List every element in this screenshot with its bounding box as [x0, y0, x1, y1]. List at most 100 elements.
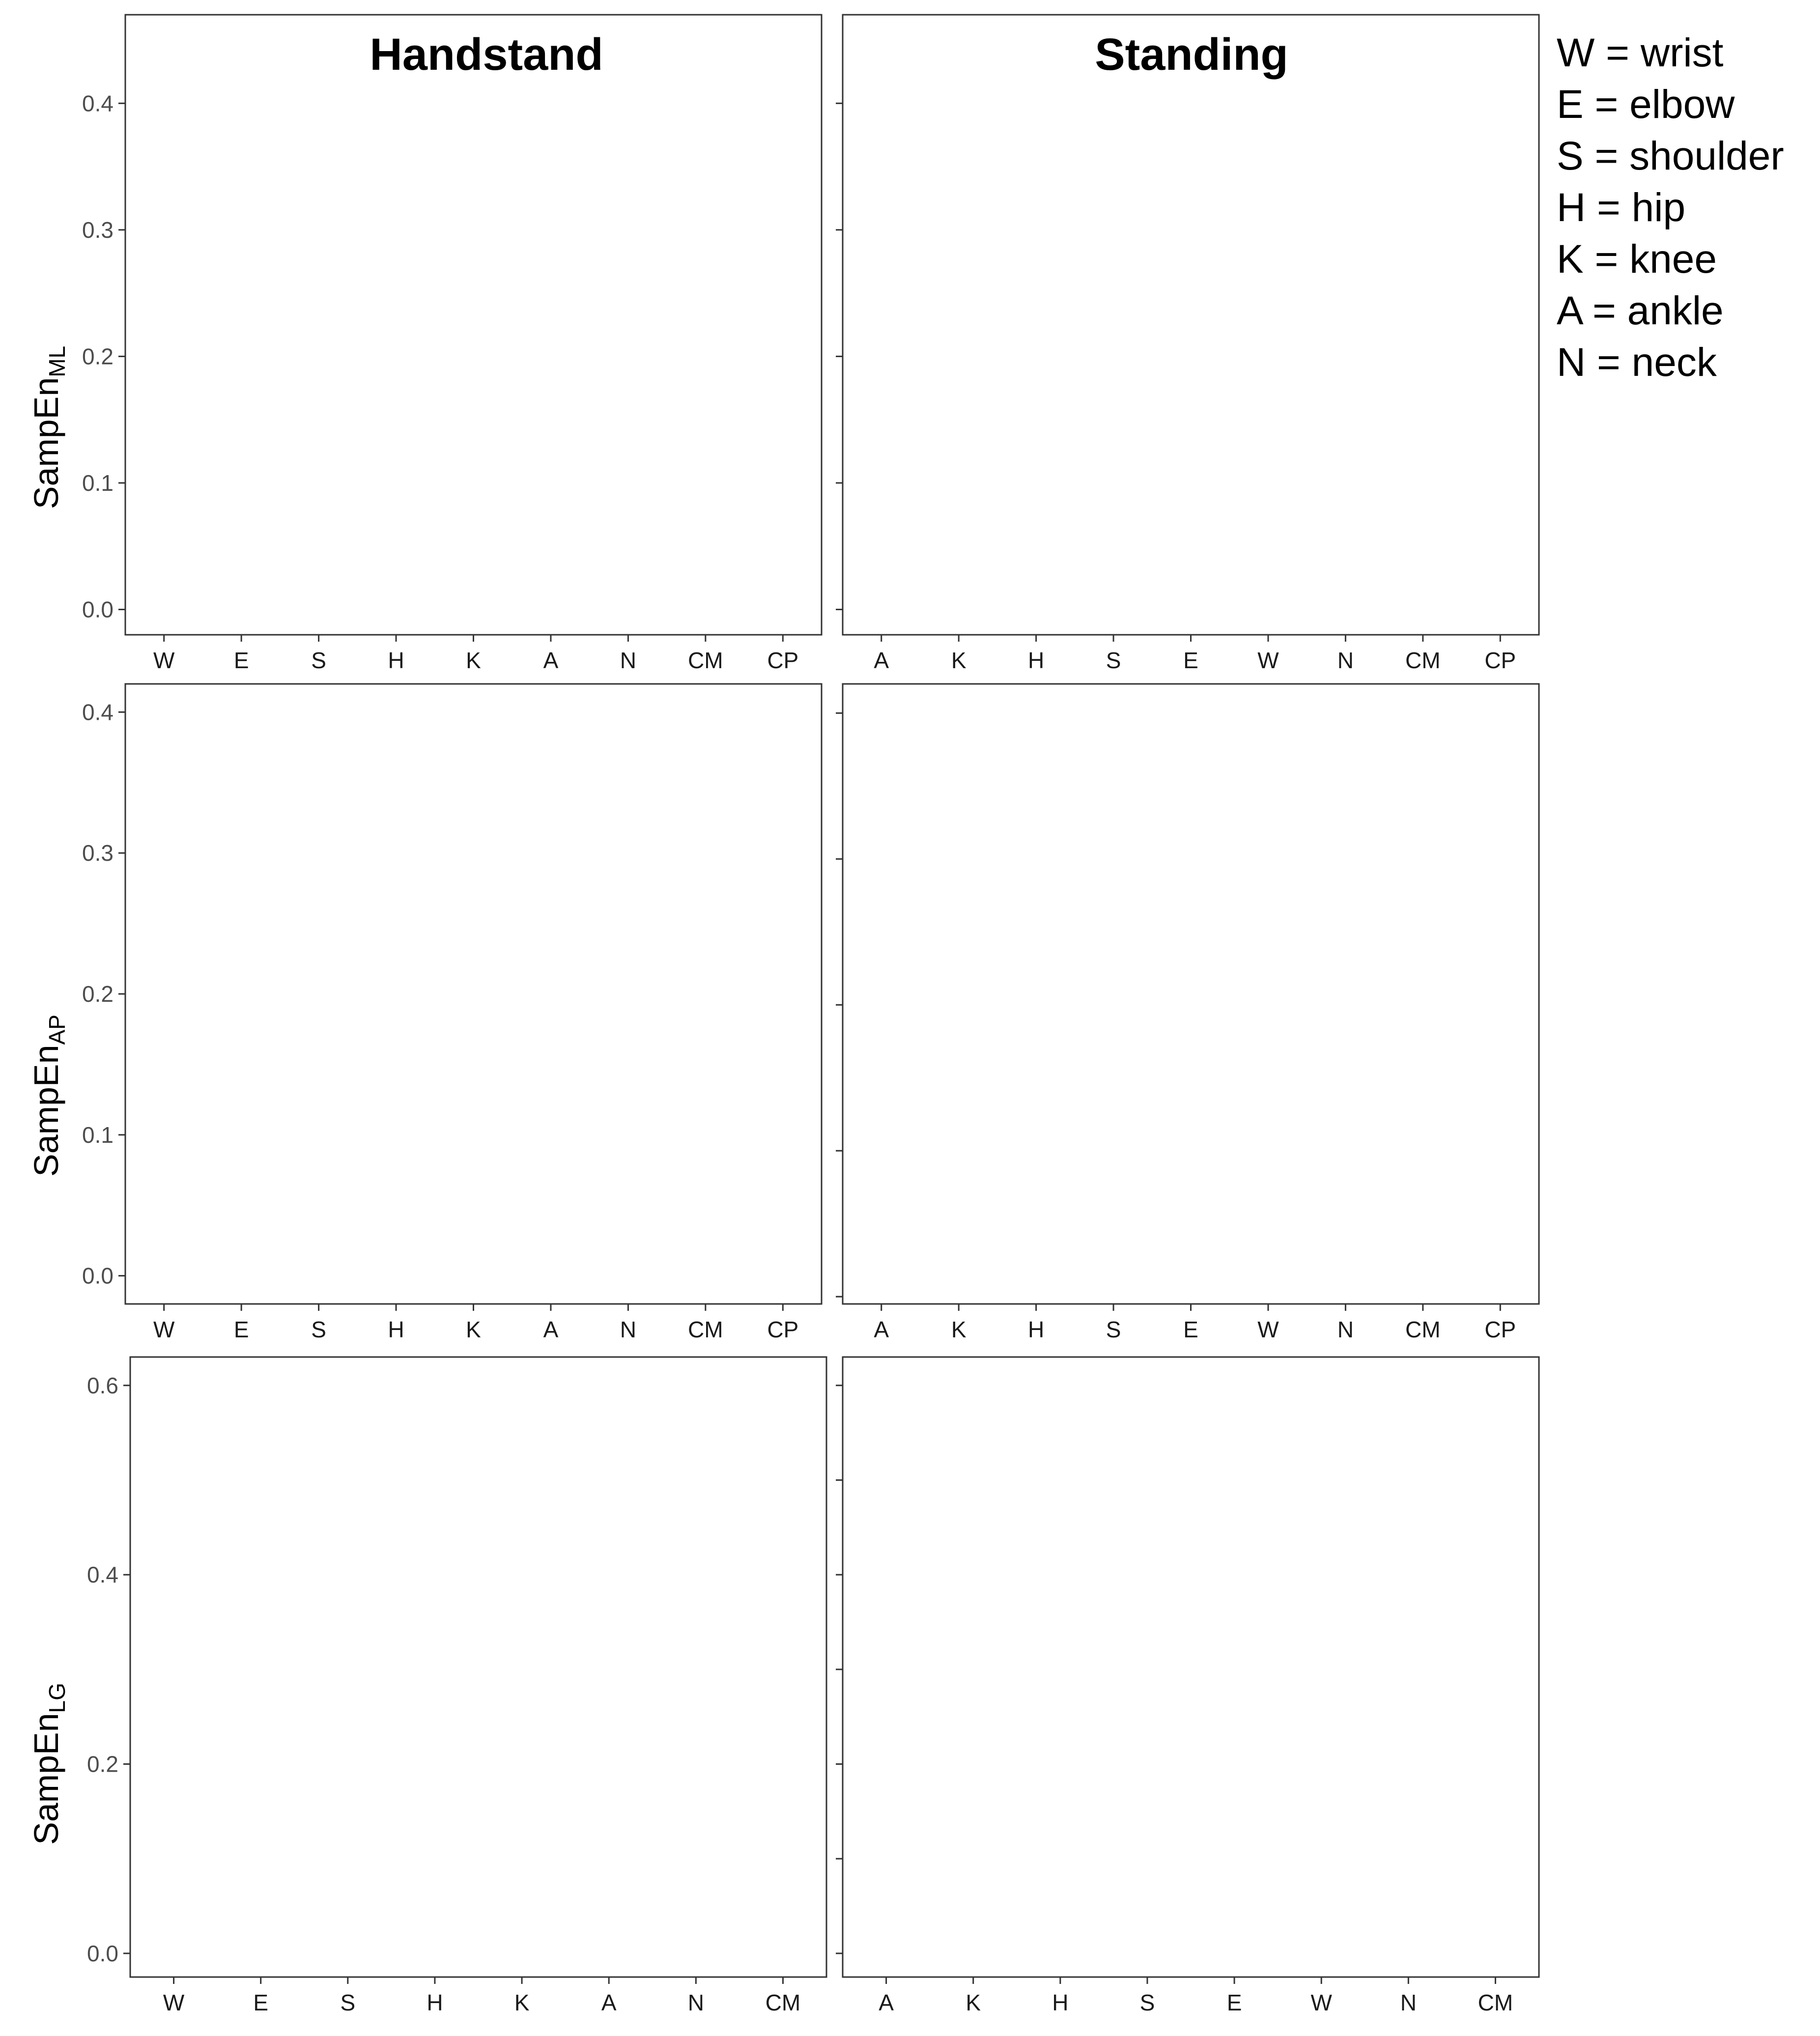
x-tick-label: N: [620, 648, 636, 673]
x-tick-label: A: [874, 1317, 889, 1342]
x-tick-label: A: [543, 1317, 559, 1342]
y-tick-label: 0.4: [82, 90, 114, 116]
panel-6: A K H S E W N CM: [836, 1356, 1540, 2015]
x-tick-label: A: [879, 1990, 894, 2015]
x-tick-label: K: [951, 1317, 967, 1342]
ylabel-lg-main: SampEn: [27, 1713, 65, 1844]
y-tick-label: 0.1: [82, 1122, 114, 1148]
legend-entry-shoulder: S = shoulder: [1557, 134, 1784, 178]
x-tick-label: H: [1028, 1317, 1044, 1342]
ylabel-lg: SampEnLG: [27, 1683, 70, 1845]
row-label-ml: SampEnML: [27, 346, 70, 509]
x-tick-label: N: [1400, 1990, 1417, 2015]
panel-border: [842, 14, 1540, 636]
x-tick-label: A: [874, 648, 889, 673]
x-tick-label: N: [620, 1317, 636, 1342]
legend-entry-wrist: W = wrist: [1557, 30, 1724, 75]
x-tick-label: K: [514, 1990, 530, 2015]
ylabel-ml: SampEnML: [27, 346, 70, 509]
x-tick-label: K: [966, 1990, 981, 2015]
panel-border: [124, 14, 823, 636]
legend-entry-neck: N = neck: [1557, 340, 1717, 385]
x-tick-label: CM: [688, 648, 723, 673]
panels: 0.00.10.20.30.4W E S H K A N CM CP A K H S E W N CM CP0.0…: [82, 14, 1540, 2015]
ylabel-ap-sub: AP: [44, 1015, 70, 1045]
x-tick-label: H: [1052, 1990, 1068, 2015]
x-tick-label: S: [311, 648, 326, 673]
y-tick-label: 0.1: [82, 470, 114, 496]
panel-3: 0.0 0.1 0.2 0.3 0.4 W E S H K A N CM CP: [82, 683, 823, 1342]
x-tick-label: S: [1140, 1990, 1155, 2015]
ylabel-ml-sub: ML: [44, 346, 70, 377]
x-tick-label: CP: [767, 1317, 798, 1342]
x-tick-label: W: [1310, 1990, 1332, 2015]
panel-4: A K H S E W N CM CP: [836, 683, 1540, 1342]
x-tick-label: E: [234, 1317, 249, 1342]
ylabel-ml-main: SampEn: [27, 377, 65, 509]
x-tick-label: S: [340, 1990, 355, 2015]
y-tick-label: 0.3: [82, 217, 114, 243]
ylabel-ap-main: SampEn: [27, 1045, 65, 1176]
x-tick-label: E: [1183, 648, 1198, 673]
x-tick-label: W: [1257, 648, 1279, 673]
x-tick-label: CM: [766, 1990, 801, 2015]
x-tick-label: CM: [1478, 1990, 1513, 2015]
x-tick-label: W: [153, 1317, 175, 1342]
x-tick-label: CM: [1405, 1317, 1441, 1342]
y-tick-label: 0.2: [82, 981, 114, 1007]
x-tick-label: N: [1337, 1317, 1354, 1342]
y-tick-label: 0.0: [82, 1263, 114, 1289]
x-tick-label: CM: [688, 1317, 723, 1342]
row-label-ap: SampEnAP: [27, 1015, 70, 1177]
x-tick-label: H: [427, 1990, 443, 2015]
panel-border: [842, 1356, 1540, 1978]
x-tick-label: H: [1028, 648, 1044, 673]
y-tick-label: 0.6: [87, 1373, 118, 1398]
legend: W = wrist E = elbow S = shoulder H = hip…: [1557, 30, 1784, 385]
x-tick-label: W: [163, 1990, 185, 2015]
x-tick-label: A: [601, 1990, 617, 2015]
y-tick-label: 0.4: [87, 1562, 118, 1587]
x-tick-label: S: [1106, 648, 1121, 673]
y-tick-label: 0.0: [82, 596, 114, 622]
x-tick-label: K: [951, 648, 967, 673]
legend-entry-elbow: E = elbow: [1557, 82, 1735, 127]
y-tick-label: 0.2: [82, 343, 114, 369]
panel-border: [842, 683, 1540, 1305]
legend-entry-hip: H = hip: [1557, 185, 1685, 230]
x-tick-label: CP: [1484, 1317, 1516, 1342]
y-tick-label: 0.2: [87, 1751, 118, 1777]
x-tick-label: N: [1337, 648, 1354, 673]
y-tick-label: 0.0: [87, 1941, 118, 1966]
panel-5: 0.0 0.2 0.4 0.6 W E S H K A N CM: [87, 1356, 827, 2015]
x-tick-label: W: [153, 648, 175, 673]
x-tick-label: H: [388, 648, 404, 673]
x-tick-label: S: [311, 1317, 326, 1342]
x-tick-label: E: [1227, 1990, 1242, 2015]
panel-border: [124, 683, 823, 1305]
column-title-handstand: Handstand: [370, 29, 603, 80]
x-tick-label: CP: [767, 648, 798, 673]
x-tick-label: H: [388, 1317, 404, 1342]
legend-entry-knee: K = knee: [1557, 237, 1717, 282]
column-title-standing: Standing: [1095, 29, 1288, 80]
x-tick-label: K: [466, 1317, 481, 1342]
ylabel-lg-sub: LG: [44, 1683, 70, 1713]
x-tick-label: A: [543, 648, 559, 673]
x-tick-label: S: [1106, 1317, 1121, 1342]
y-tick-label: 0.3: [82, 840, 114, 866]
row-label-lg: SampEnLG: [27, 1683, 70, 1845]
legend-entry-ankle: A = ankle: [1557, 288, 1724, 333]
x-tick-label: E: [253, 1990, 268, 2015]
x-tick-label: E: [234, 648, 249, 673]
x-tick-label: E: [1183, 1317, 1198, 1342]
x-tick-label: CP: [1484, 648, 1516, 673]
panel-2: A K H S E W N CM CP: [836, 14, 1540, 673]
x-tick-label: K: [466, 648, 481, 673]
x-tick-label: W: [1257, 1317, 1279, 1342]
x-tick-label: CM: [1405, 648, 1441, 673]
panel-border: [129, 1356, 827, 1978]
panel-1: 0.0 0.1 0.2 0.3 0.4 W E S H K A N CM CP: [82, 14, 823, 673]
x-tick-label: N: [688, 1990, 704, 2015]
